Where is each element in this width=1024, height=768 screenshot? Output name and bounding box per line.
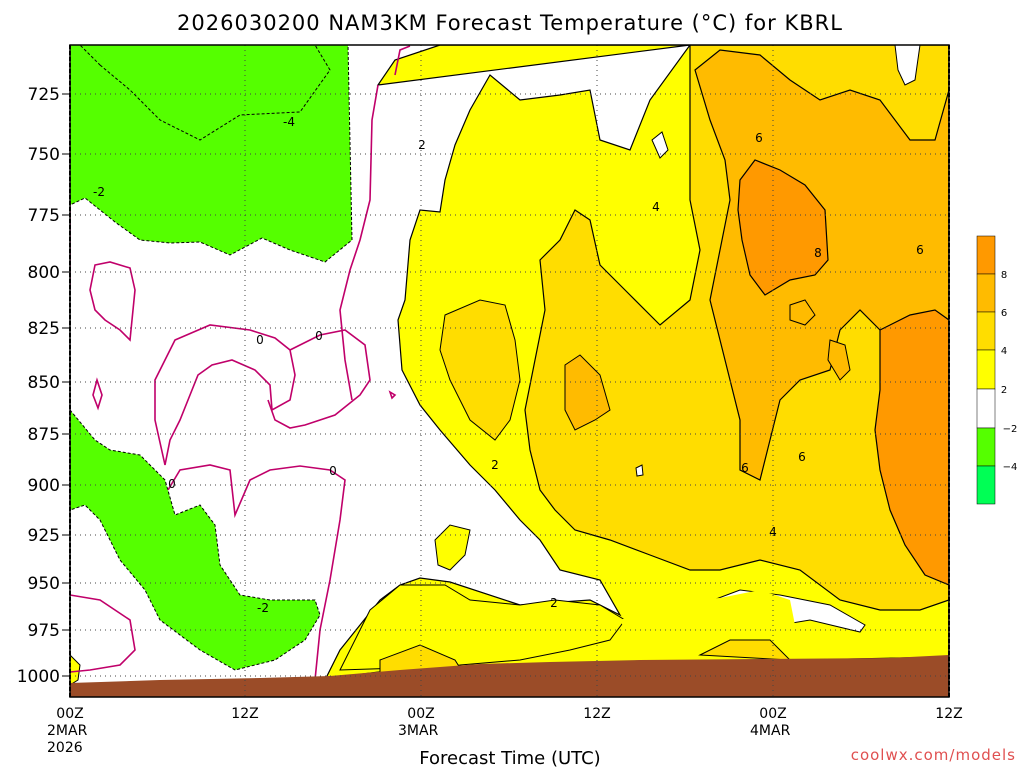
contour-label: 0 <box>315 329 323 343</box>
contour-label: -2 <box>257 601 269 615</box>
x-tick-label: 00Z <box>407 706 434 722</box>
cold-region-lower-left <box>70 409 321 671</box>
warm-region-6-south <box>874 309 949 586</box>
contour-labels: -4 -2 2 0 0 0 0 4 6 8 6 2 6 6 4 2 -2 <box>93 115 924 615</box>
cold-region-inner <box>79 45 331 141</box>
x-tick-date: 4MAR <box>750 723 791 739</box>
x-tick-year: 2026 <box>47 740 83 756</box>
terrain-ground <box>70 655 949 697</box>
x-axis-title: Forecast Time (UTC) <box>419 748 600 768</box>
y-tick-label: 950 <box>28 574 60 594</box>
contour-label: 2 <box>418 138 426 152</box>
contour-label: -4 <box>283 115 295 129</box>
y-tick-label: 825 <box>28 319 60 339</box>
warm-region-8-blob <box>789 299 816 326</box>
y-tick-label: 900 <box>28 476 60 496</box>
warm-region-4-west <box>439 299 521 441</box>
y-tick-label: 750 <box>28 145 60 165</box>
grid <box>70 45 949 697</box>
colorbar-label: 2 <box>1001 385 1007 396</box>
y-tick-label: 800 <box>28 263 60 283</box>
contour-label: -2 <box>93 185 105 199</box>
neutral-pocket-tiny <box>635 464 644 477</box>
chart-title: 2026030200 NAM3KM Forecast Temperature (… <box>177 11 843 35</box>
y-tick-label: 725 <box>28 85 60 105</box>
y-tick-label: 875 <box>28 425 60 445</box>
colorbar <box>976 235 996 505</box>
warm-region-2-blob <box>434 524 471 571</box>
y-ticks <box>62 93 70 677</box>
contour-label: 2 <box>550 596 558 610</box>
x-axis: 00Z 2MAR 2026 12Z 00Z 3MAR 12Z 00Z 4MAR … <box>47 706 963 756</box>
y-tick-label: 1000 <box>17 667 60 687</box>
contour-label: 4 <box>769 525 777 539</box>
x-tick-date: 2MAR <box>47 723 88 739</box>
colorbar-label: −4 <box>1003 462 1018 473</box>
contour-label: 6 <box>755 131 763 145</box>
x-tick-label: 12Z <box>231 706 258 722</box>
contour-label: 0 <box>256 333 264 347</box>
contour-label: 4 <box>652 200 660 214</box>
warm-region-6-blob <box>564 354 611 431</box>
x-tick-label: 12Z <box>583 706 610 722</box>
contour-label: 6 <box>916 243 924 257</box>
colorbar-label: 8 <box>1001 270 1007 281</box>
colorbar-label: 4 <box>1001 346 1007 357</box>
warm-region-4-bottom-right <box>698 639 792 661</box>
y-tick-label: 775 <box>28 206 60 226</box>
warm-region-8-blob2 <box>827 339 851 381</box>
contour-label: 6 <box>741 461 749 475</box>
contour-label: 0 <box>329 464 337 478</box>
y-tick-label: 975 <box>28 621 60 641</box>
colorbar-label: 6 <box>1001 308 1007 319</box>
x-tick-label: 00Z <box>56 706 83 722</box>
x-tick-date: 3MAR <box>398 723 439 739</box>
x-tick-label: 00Z <box>759 706 786 722</box>
warm-region-8 <box>737 159 829 296</box>
y-tick-label: 850 <box>28 373 60 393</box>
colorbar-label: −2 <box>1003 424 1018 435</box>
contour-label: 2 <box>491 458 499 472</box>
x-tick-label: 12Z <box>935 706 962 722</box>
y-tick-label: 925 <box>28 526 60 546</box>
warm-spot-lower-left <box>70 654 81 686</box>
y-axis: 725 750 775 800 825 850 875 900 925 950 … <box>17 85 60 687</box>
colorbar-labels: 8 6 4 2 −2 −4 <box>1001 270 1018 473</box>
neutral-pocket-top <box>894 45 921 86</box>
credit-text: coolwx.com/models <box>851 746 1016 764</box>
contour-label: 8 <box>814 246 822 260</box>
contour-label: 0 <box>168 477 176 491</box>
zero-contours <box>70 45 411 681</box>
contour-label: 6 <box>798 450 806 464</box>
temperature-field <box>70 45 949 697</box>
neutral-pocket-small <box>651 131 669 159</box>
